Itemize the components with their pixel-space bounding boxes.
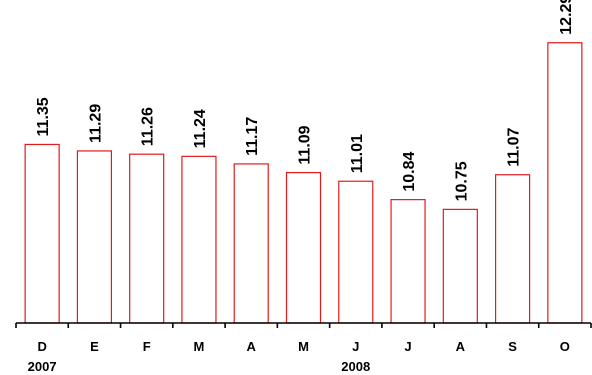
year-label: 2008 <box>341 359 370 374</box>
bar <box>181 155 217 324</box>
bars-group <box>24 42 583 324</box>
x-tick-label: E <box>90 339 99 354</box>
bar <box>442 208 478 324</box>
data-label: 11.35 <box>35 97 52 136</box>
bar <box>24 143 60 324</box>
bar <box>129 153 165 324</box>
data-label: 11.17 <box>244 117 261 156</box>
bar <box>494 174 531 324</box>
data-label: 10.84 <box>401 151 418 191</box>
data-label: 11.09 <box>297 125 314 164</box>
data-label: 10.75 <box>453 161 470 201</box>
data-label: 11.29 <box>87 104 104 143</box>
x-tick-label: O <box>560 339 570 354</box>
bar <box>390 199 426 324</box>
data-label: 11.01 <box>349 134 366 173</box>
bar <box>338 180 374 324</box>
year-label: 2007 <box>28 359 57 374</box>
x-tick-label: D <box>37 339 46 354</box>
bar <box>547 42 583 324</box>
x-tick-label: J <box>352 339 359 354</box>
x-tick-label: S <box>508 339 517 354</box>
x-tick-label: M <box>194 339 205 354</box>
data-label: 12.29 <box>558 0 575 35</box>
x-tick-label: A <box>456 339 466 354</box>
x-tick-label: M <box>298 339 309 354</box>
x-tick-label: F <box>143 339 151 354</box>
bar <box>76 150 113 324</box>
bar <box>233 163 269 324</box>
data-label: 11.24 <box>192 109 209 148</box>
year-labels-group: 2007 2008 <box>28 359 371 374</box>
data-label: 11.07 <box>506 127 523 166</box>
x-tick-label: A <box>247 339 257 354</box>
x-ticks-group <box>15 323 592 328</box>
value-labels-group: 11.35 11.29 11.26 11.24 11.17 11.09 11.01 10.84… <box>35 0 575 201</box>
x-tick-label: J <box>404 339 411 354</box>
bar <box>285 171 322 324</box>
data-label: 11.26 <box>140 107 157 146</box>
